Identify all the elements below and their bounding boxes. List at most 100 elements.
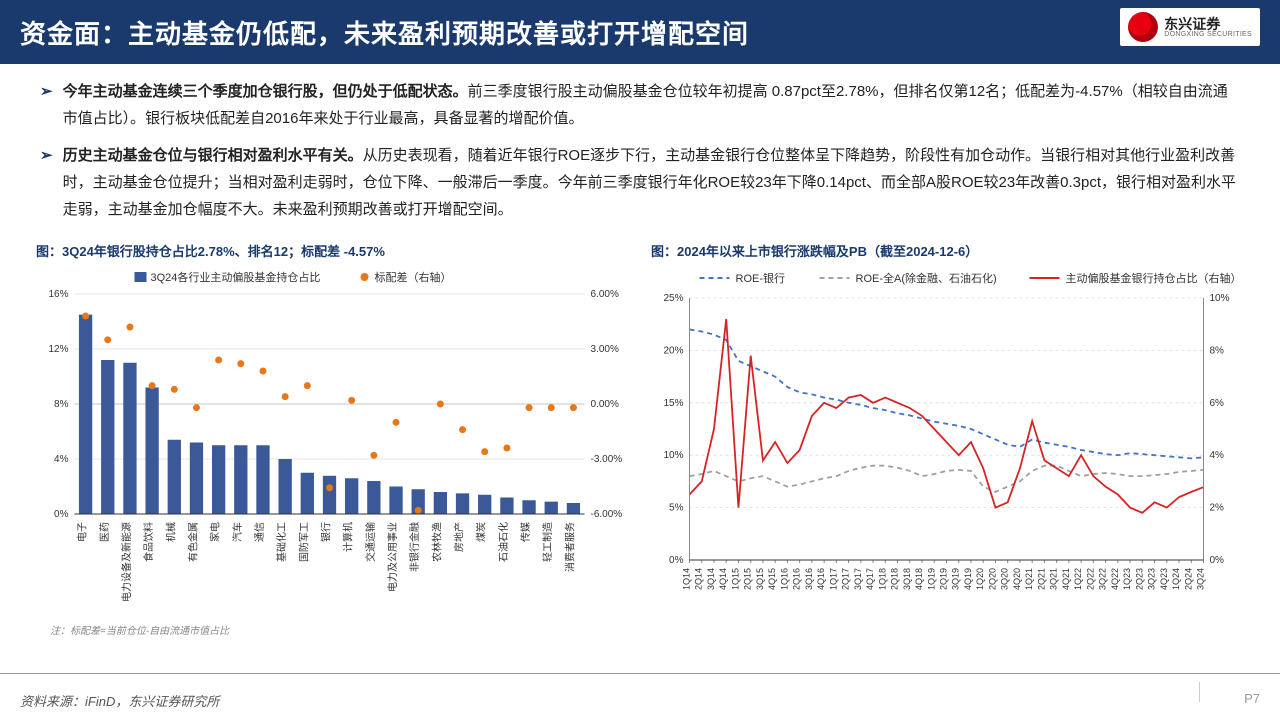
svg-text:1Q14: 1Q14: [682, 568, 692, 590]
bullet-1: ➢ 今年主动基金连续三个季度加仓银行股，但仍处于低配状态。前三季度银行股主动偏股…: [40, 78, 1240, 132]
svg-text:3Q24各行业主动偏股基金持仓占比: 3Q24各行业主动偏股基金持仓占比: [151, 270, 321, 284]
svg-text:家电: 家电: [209, 522, 222, 542]
svg-text:非银行金融: 非银行金融: [408, 522, 421, 572]
footer-divider: [0, 673, 1280, 674]
chart-left-canvas: 0%4%8%12%16%-6.00%-3.00%0.00%3.00%6.00%电…: [30, 264, 635, 624]
chart-left: 图：3Q24年银行股持仓占比2.78%、排名12；标配差 -4.57% 0% 4%…: [30, 239, 635, 637]
svg-text:3Q19: 3Q19: [951, 568, 961, 590]
svg-text:ROE-银行: ROE-银行: [736, 271, 786, 285]
svg-text:2Q14: 2Q14: [694, 568, 704, 590]
svg-text:汽车: 汽车: [231, 522, 244, 542]
svg-text:3.00%: 3.00%: [591, 344, 619, 355]
svg-text:消费者服务: 消费者服务: [563, 522, 576, 572]
bullet-2-lead: 历史主动基金仓位与银行相对盈利水平有关。: [63, 147, 363, 164]
bullet-1-lead: 今年主动基金连续三个季度加仓银行股，但仍处于低配状态。: [63, 83, 468, 100]
svg-text:2Q20: 2Q20: [987, 568, 997, 590]
bullet-arrow-icon: ➢: [40, 78, 53, 132]
page-title: 资金面：主动基金仍低配，未来盈利预期改善或打开增配空间: [20, 14, 749, 51]
svg-text:4%: 4%: [54, 454, 69, 465]
svg-text:食品饮料: 食品饮料: [142, 522, 155, 562]
svg-text:3Q16: 3Q16: [804, 568, 814, 590]
chart-left-title: 图：3Q24年银行股持仓占比2.78%、排名12；标配差 -4.57%: [36, 241, 635, 260]
svg-text:3Q21: 3Q21: [1049, 568, 1059, 590]
svg-text:6%: 6%: [1210, 398, 1225, 409]
svg-text:1Q17: 1Q17: [828, 568, 838, 590]
svg-text:2Q17: 2Q17: [841, 568, 851, 590]
source-text: 资料来源：iFinD，东兴证券研究所: [20, 691, 219, 710]
svg-text:1Q16: 1Q16: [779, 568, 789, 590]
svg-text:3Q23: 3Q23: [1147, 568, 1157, 590]
svg-text:4Q22: 4Q22: [1110, 568, 1120, 590]
svg-text:2Q24: 2Q24: [1183, 568, 1193, 590]
svg-text:1Q24: 1Q24: [1171, 568, 1181, 590]
svg-text:房地产: 房地产: [453, 522, 466, 552]
bullet-arrow-icon: ➢: [40, 142, 53, 223]
svg-text:1Q18: 1Q18: [877, 568, 887, 590]
svg-text:1Q21: 1Q21: [1024, 568, 1034, 590]
page-number: P7: [1244, 691, 1260, 710]
svg-text:3Q18: 3Q18: [902, 568, 912, 590]
svg-text:2%: 2%: [1210, 503, 1225, 514]
svg-text:2Q23: 2Q23: [1134, 568, 1144, 590]
svg-text:3Q15: 3Q15: [755, 568, 765, 590]
bullet-2: ➢ 历史主动基金仓位与银行相对盈利水平有关。从历史表现看，随着近年银行ROE逐步…: [40, 142, 1240, 223]
svg-text:5%: 5%: [669, 503, 684, 514]
footer-vline: [1199, 682, 1200, 702]
svg-text:4Q18: 4Q18: [914, 568, 924, 590]
svg-text:通信: 通信: [254, 522, 266, 542]
svg-text:4Q14: 4Q14: [718, 568, 728, 590]
svg-text:3Q14: 3Q14: [706, 568, 716, 590]
svg-text:4Q23: 4Q23: [1159, 568, 1169, 590]
svg-text:标配差（右轴）: 标配差（右轴）: [375, 270, 452, 284]
svg-text:4Q19: 4Q19: [963, 568, 973, 590]
svg-text:4Q16: 4Q16: [816, 568, 826, 590]
svg-text:10%: 10%: [663, 450, 683, 461]
svg-text:1Q19: 1Q19: [926, 568, 936, 590]
svg-text:煤炭: 煤炭: [475, 522, 488, 542]
svg-text:0%: 0%: [669, 555, 684, 566]
charts-row: 图：3Q24年银行股持仓占比2.78%、排名12；标配差 -4.57% 0% 4%…: [0, 239, 1280, 637]
footer: 资料来源：iFinD，东兴证券研究所 P7: [20, 691, 1260, 710]
chart-left-footnote: 注：标配差=当前仓位-自由流通市值占比: [50, 622, 229, 637]
body-text: ➢ 今年主动基金连续三个季度加仓银行股，但仍处于低配状态。前三季度银行股主动偏股…: [0, 64, 1280, 239]
svg-text:1Q20: 1Q20: [975, 568, 985, 590]
svg-text:交通运输: 交通运输: [364, 522, 377, 562]
svg-text:6.00%: 6.00%: [591, 289, 619, 300]
svg-text:10%: 10%: [1210, 293, 1230, 304]
chart-right-title: 图：2024年以来上市银行涨跌幅及PB（截至2024-12-6）: [651, 241, 1250, 260]
bullet-1-text: 今年主动基金连续三个季度加仓银行股，但仍处于低配状态。前三季度银行股主动偏股基金…: [63, 78, 1240, 132]
svg-text:4Q15: 4Q15: [767, 568, 777, 590]
svg-text:1Q15: 1Q15: [730, 568, 740, 590]
svg-text:3Q22: 3Q22: [1098, 568, 1108, 590]
logo-icon: [1128, 12, 1158, 42]
svg-text:15%: 15%: [663, 398, 683, 409]
svg-text:20%: 20%: [663, 345, 683, 356]
svg-text:传媒: 传媒: [520, 522, 532, 542]
svg-text:1Q23: 1Q23: [1122, 568, 1132, 590]
brand-logo: 东兴证券 DONGXING SECURITIES: [1120, 8, 1260, 46]
chart-right: 图：2024年以来上市银行涨跌幅及PB（截至2024-12-6） 0% 5% 10%…: [645, 239, 1250, 637]
svg-text:基础化工: 基础化工: [275, 522, 288, 562]
svg-text:轻工制造: 轻工制造: [541, 522, 554, 562]
svg-text:12%: 12%: [48, 344, 68, 355]
svg-text:银行: 银行: [320, 522, 333, 542]
svg-text:有色金属: 有色金属: [186, 522, 199, 562]
chart-right-canvas: 0%5%10%15%20%25%0%2%4%6%8%10%1Q142Q143Q1…: [645, 264, 1250, 624]
svg-text:0%: 0%: [1210, 555, 1225, 566]
title-bar: 资金面：主动基金仍低配，未来盈利预期改善或打开增配空间 东兴证券 DONGXIN…: [0, 0, 1280, 64]
svg-text:1Q22: 1Q22: [1073, 568, 1083, 590]
svg-text:计算机: 计算机: [342, 522, 355, 552]
svg-text:2Q16: 2Q16: [792, 568, 802, 590]
svg-text:4Q21: 4Q21: [1061, 568, 1071, 590]
svg-text:4Q17: 4Q17: [865, 568, 875, 590]
svg-text:ROE-全A(除金融、石油石化): ROE-全A(除金融、石油石化): [856, 271, 997, 285]
svg-text:电力设备及新能源: 电力设备及新能源: [120, 522, 133, 602]
svg-text:电力及公用事业: 电力及公用事业: [386, 522, 399, 592]
bullet-2-text: 历史主动基金仓位与银行相对盈利水平有关。从历史表现看，随着近年银行ROE逐步下行…: [63, 142, 1240, 223]
svg-text:0%: 0%: [54, 509, 69, 520]
svg-text:农林牧渔: 农林牧渔: [430, 522, 443, 562]
svg-text:国防军工: 国防军工: [297, 522, 310, 562]
svg-text:0.00%: 0.00%: [591, 399, 619, 410]
svg-text:8%: 8%: [1210, 345, 1225, 356]
svg-text:4%: 4%: [1210, 450, 1225, 461]
